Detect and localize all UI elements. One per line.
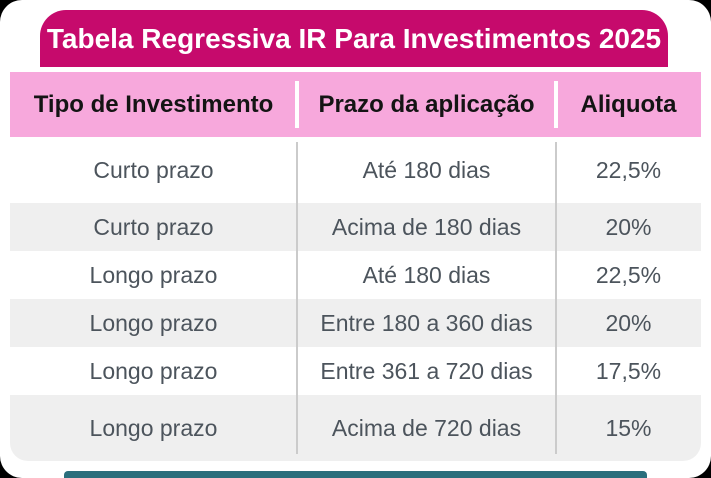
cell-tipo: Longo prazo [89,309,218,336]
header-divider [295,81,299,128]
table-row: Curto prazo Até 180 dias 22,5% [10,137,701,203]
header-aliquota: Aliquota [556,72,701,137]
body-column-divider [555,142,557,454]
header-divider [554,81,558,128]
cell-tipo: Longo prazo [89,414,218,441]
header-tipo-de-investimento: Tipo de Investimento [10,72,297,137]
header-label: Prazo da aplicação [318,90,535,118]
table-body: Curto prazo Até 180 dias 22,5% Curto pra… [10,137,701,461]
header-prazo-da-aplicacao: Prazo da aplicação [297,72,556,137]
cell-aliquota: 17,5% [595,357,662,384]
table-header-row: Tipo de Investimento Prazo da aplicação … [10,72,701,137]
title-bar: Tabela Regressiva IR Para Investimentos … [40,10,668,67]
table-row: Curto prazo Acima de 180 dias 20% [10,203,701,251]
table-row: Longo prazo Entre 180 a 360 dias 20% [10,299,701,347]
cell-prazo: Entre 180 a 360 dias [320,309,533,336]
header-label: Aliquota [580,90,677,118]
bottom-accent-bar [64,471,647,478]
table-row: Longo prazo Acima de 720 dias 15% [10,395,701,461]
cell-prazo: Entre 361 a 720 dias [320,357,533,384]
cell-prazo: Até 180 dias [362,156,491,183]
cell-aliquota: 22,5% [595,156,662,183]
cell-aliquota: 15% [605,414,652,441]
cell-tipo: Longo prazo [89,261,218,288]
header-label: Tipo de Investimento [33,90,274,118]
cell-tipo: Longo prazo [89,357,218,384]
cell-tipo: Curto prazo [93,156,214,183]
table-row: Longo prazo Até 180 dias 22,5% [10,251,701,299]
cell-tipo: Curto prazo [93,213,214,240]
cell-prazo: Acima de 180 dias [331,213,522,240]
cell-prazo: Até 180 dias [362,261,491,288]
table-row: Longo prazo Entre 361 a 720 dias 17,5% [10,347,701,395]
cell-aliquota: 20% [605,309,652,336]
cell-aliquota: 20% [605,213,652,240]
body-column-divider [296,142,298,454]
cell-aliquota: 22,5% [595,261,662,288]
page-title: Tabela Regressiva IR Para Investimentos … [46,22,662,54]
cell-prazo: Acima de 720 dias [331,414,522,441]
